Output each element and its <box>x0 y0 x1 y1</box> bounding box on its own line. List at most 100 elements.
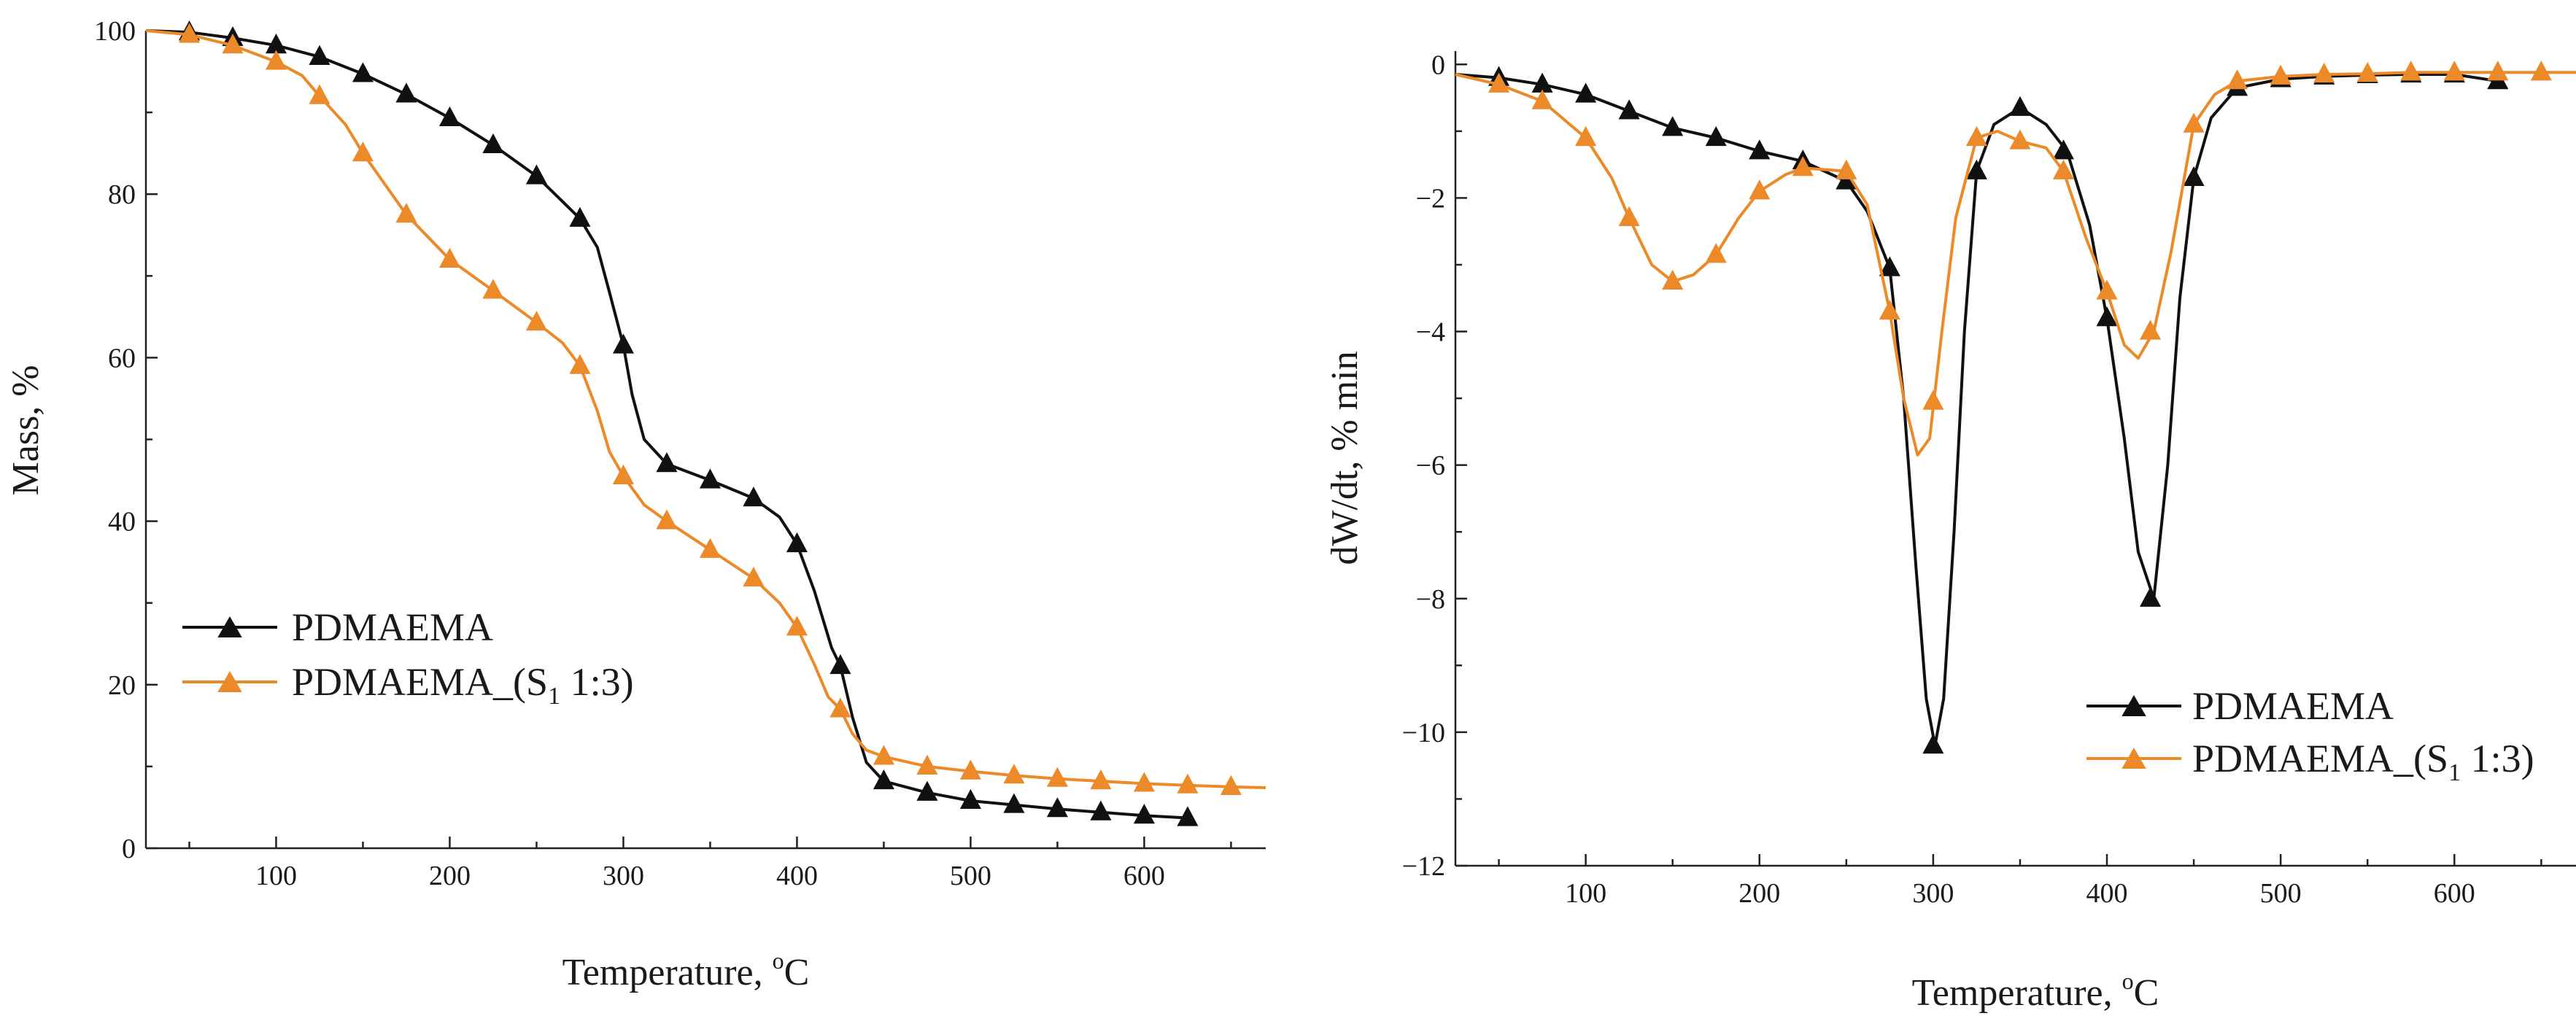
dtg-data-point-pdmaema <box>1749 139 1771 160</box>
mass-legend-marker-pdmaema <box>217 616 242 637</box>
dtg-x-tick-label: 200 <box>1738 878 1780 909</box>
dtg-legend-label-pdmaema: PDMAEMA <box>2192 684 2394 728</box>
dtg-data-point-pdmaema-s1 <box>1879 299 1900 320</box>
dtg-legend-label-pdmaema-s1: PDMAEMA_(S1 1:3) <box>2192 737 2534 786</box>
dtg-y-tick-label: −10 <box>1402 718 1445 748</box>
mass-data-point-pdmaema-s1 <box>1046 767 1068 787</box>
mass-y-tick-label: 80 <box>108 179 136 210</box>
mass-data-point-pdmaema-s1 <box>916 754 938 775</box>
dtg-y-tick-label: −2 <box>1416 183 1445 214</box>
dtg-data-point-pdmaema-s1 <box>2227 69 2248 90</box>
mass-data-point-pdmaema-s1 <box>1133 772 1155 792</box>
dtg-data-point-pdmaema-s1 <box>2400 61 2422 81</box>
mass-data-point-pdmaema-s1 <box>959 759 981 780</box>
mass-y-tick-label: 20 <box>108 670 136 701</box>
dtg-data-point-pdmaema-s1 <box>1531 89 1553 109</box>
mass-legend-marker-pdmaema-s1 <box>217 670 242 692</box>
dtg-y-tick-label: −8 <box>1416 584 1445 615</box>
dtg-data-point-pdmaema-s1 <box>2183 112 2205 133</box>
dtg-data-point-pdmaema <box>1618 99 1640 120</box>
mass-data-point-pdmaema <box>699 468 721 489</box>
mass-series-line-pdmaema <box>145 29 1188 820</box>
dtg-data-point-pdmaema-s1 <box>2270 64 2291 85</box>
mass-x-tick-label: 500 <box>950 861 991 891</box>
mass-series-line-pdmaema-s1 <box>145 29 1266 789</box>
dtg-y-tick-label: 0 <box>1431 50 1445 80</box>
dtg-data-point-pdmaema <box>2183 166 2205 187</box>
mass-y-axis-title: Mass, % <box>5 365 47 495</box>
mass-data-point-pdmaema <box>959 788 981 810</box>
dtg-data-point-pdmaema <box>2052 139 2075 160</box>
dtg-data-point-pdmaema-s1 <box>2140 319 2162 340</box>
dtg-data-point-pdmaema-s1 <box>2313 62 2335 83</box>
mass-data-point-pdmaema-s1 <box>525 311 548 331</box>
dtg-data-point-pdmaema <box>1922 734 1944 754</box>
dtg-data-point-pdmaema-s1 <box>1749 179 1771 200</box>
mass-data-point-pdmaema-s1 <box>438 247 461 268</box>
mass-data-point-pdmaema-s1 <box>612 464 635 485</box>
mass-data-point-pdmaema <box>352 62 374 82</box>
dtg-x-tick-label: 600 <box>2434 878 2475 909</box>
dtg-data-point-pdmaema <box>1662 116 1684 136</box>
dtg-data-point-pdmaema-s1 <box>2443 61 2465 81</box>
mass-y-tick-label: 60 <box>108 343 136 373</box>
mass-y-tick-label: 40 <box>108 507 136 538</box>
mass-x-axis-title: Temperature, oC <box>562 947 810 993</box>
dtg-data-point-pdmaema <box>1965 159 1987 179</box>
mass-data-point-pdmaema-s1 <box>309 84 330 104</box>
mass-data-point-pdmaema <box>873 769 894 790</box>
dtg-legend-marker-pdmaema-s1 <box>2121 747 2146 769</box>
mass-data-point-pdmaema-s1 <box>1177 773 1199 794</box>
dtg-data-point-pdmaema-s1 <box>1705 243 1727 263</box>
mass-x-tick-label: 100 <box>255 861 297 891</box>
dtg-data-point-pdmaema <box>2009 96 2031 116</box>
dtg-data-point-pdmaema-s1 <box>1792 156 1814 177</box>
dtg-data-point-pdmaema-s1 <box>1922 389 1944 410</box>
mass-data-point-pdmaema-s1 <box>873 745 894 765</box>
mass-data-point-pdmaema <box>743 486 765 507</box>
dtg-data-point-pdmaema-s1 <box>1618 206 1640 226</box>
dtg-data-point-pdmaema <box>1705 125 1727 147</box>
mass-data-point-pdmaema-s1 <box>395 203 417 223</box>
dtg-legend-marker-pdmaema <box>2121 694 2146 716</box>
mass-data-point-pdmaema-s1 <box>482 279 504 299</box>
dtg-data-point-pdmaema <box>2096 306 2118 327</box>
dtg-y-tick-label: −12 <box>1402 851 1445 882</box>
mass-data-point-pdmaema <box>1003 793 1025 813</box>
mass-chart: 100 200 300 400 500 600 0 20 40 60 80 100 Mass, % T… <box>5 16 1266 993</box>
mass-data-point-pdmaema-s1 <box>222 34 244 54</box>
mass-data-point-pdmaema-s1 <box>569 354 591 374</box>
mass-data-point-pdmaema-s1 <box>1220 775 1242 796</box>
dtg-y-tick-label: −6 <box>1416 451 1445 481</box>
dtg-plot-area: 100 200 300 400 500 600 0 −2 −4 −6 −8 −10 −12 <box>1402 50 2576 909</box>
mass-data-point-pdmaema <box>1046 797 1068 818</box>
dtg-data-point-pdmaema <box>1879 256 1900 276</box>
dtg-data-point-pdmaema-s1 <box>1575 125 1597 147</box>
mass-data-point-pdmaema <box>786 532 808 553</box>
dtg-data-point-pdmaema-s1 <box>1965 125 1987 147</box>
mass-data-point-pdmaema-s1 <box>743 566 765 587</box>
mass-legend-label-pdmaema-s1: PDMAEMA_(S1 1:3) <box>292 660 634 710</box>
dtg-data-point-pdmaema-s1 <box>1836 159 1857 179</box>
mass-data-point-pdmaema <box>525 164 548 185</box>
mass-x-tick-label: 200 <box>429 861 471 891</box>
mass-data-point-pdmaema <box>656 452 678 473</box>
mass-data-point-pdmaema <box>569 206 591 227</box>
mass-data-point-pdmaema-s1 <box>178 23 201 43</box>
mass-data-point-pdmaema-s1 <box>699 538 721 558</box>
dtg-data-point-pdmaema-s1 <box>1488 72 1510 93</box>
dtg-data-point-pdmaema-s1 <box>2487 61 2509 81</box>
dtg-x-axis-title: Temperature, oC <box>1912 968 2159 1014</box>
mass-legend: PDMAEMA PDMAEMA_(S1 1:3) <box>182 605 634 710</box>
mass-data-point-pdmaema-s1 <box>265 50 287 70</box>
dtg-data-point-pdmaema-s1 <box>2052 159 2075 179</box>
dtg-series-line-pdmaema-s1 <box>1455 71 2576 457</box>
dtg-data-point-pdmaema-s1 <box>2096 279 2118 300</box>
mass-data-point-pdmaema-s1 <box>786 616 808 636</box>
mass-data-point-pdmaema-s1 <box>352 141 374 162</box>
mass-data-point-pdmaema <box>1090 800 1112 821</box>
dtg-data-point-pdmaema-s1 <box>2009 129 2031 150</box>
mass-x-tick-label: 600 <box>1123 861 1165 891</box>
mass-plot-area: 100 200 300 400 500 600 0 20 40 60 80 100 <box>94 16 1266 891</box>
dtg-series-line-pdmaema <box>1455 73 2499 748</box>
